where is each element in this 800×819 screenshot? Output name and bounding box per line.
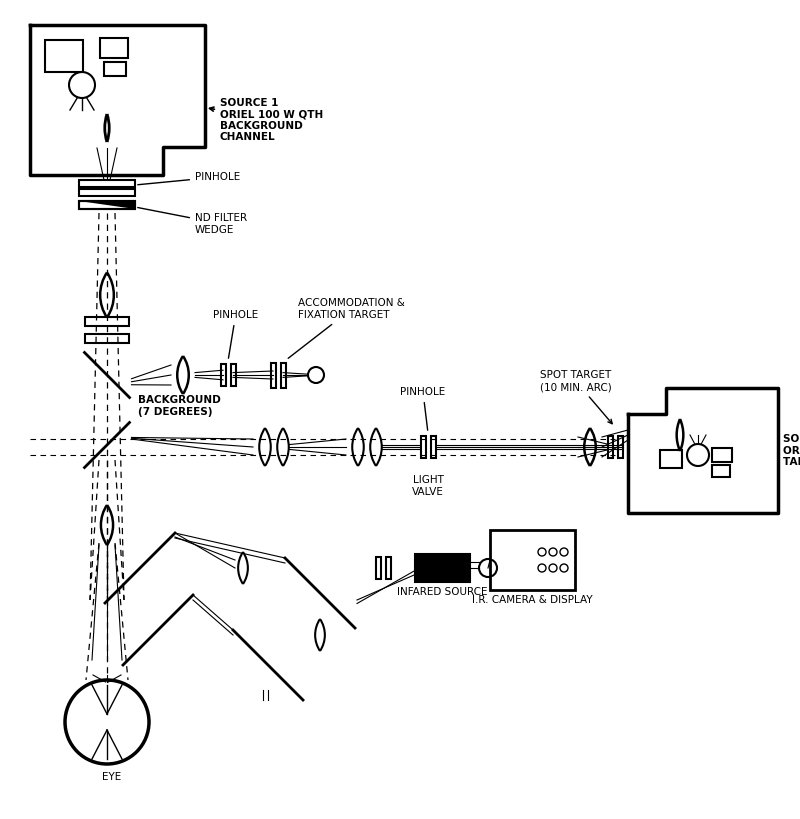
Bar bbox=[490, 530, 575, 590]
Text: ACCOMMODATION &
FIXATION TARGET: ACCOMMODATION & FIXATION TARGET bbox=[288, 298, 405, 358]
Bar bbox=[85, 334, 129, 343]
Bar bbox=[79, 201, 135, 209]
Bar bbox=[712, 448, 732, 462]
Bar bbox=[221, 364, 226, 386]
Text: PINHOLE: PINHOLE bbox=[400, 387, 446, 430]
Bar bbox=[421, 436, 426, 458]
Bar bbox=[712, 465, 730, 477]
Text: PINHOLE: PINHOLE bbox=[138, 172, 240, 185]
Bar bbox=[281, 363, 286, 387]
Text: BACKGROUND
(7 DEGREES): BACKGROUND (7 DEGREES) bbox=[138, 395, 221, 417]
Bar bbox=[79, 189, 135, 196]
Text: I.R. CAMERA & DISPLAY: I.R. CAMERA & DISPLAY bbox=[472, 595, 593, 605]
Text: INFARED SOURCE: INFARED SOURCE bbox=[398, 587, 488, 597]
Text: EYE: EYE bbox=[102, 772, 122, 782]
Bar bbox=[100, 38, 128, 58]
Bar bbox=[270, 363, 275, 387]
Bar bbox=[230, 364, 235, 386]
Text: ND FILTER
WEDGE: ND FILTER WEDGE bbox=[138, 207, 247, 234]
Bar bbox=[79, 201, 135, 209]
Text: SPOT TARGET
(10 MIN. ARC): SPOT TARGET (10 MIN. ARC) bbox=[540, 370, 612, 423]
Text: SOURCE 1
ORIEL 100 W QTH
BACKGROUND
CHANNEL: SOURCE 1 ORIEL 100 W QTH BACKGROUND CHAN… bbox=[210, 97, 323, 143]
Text: PINHOLE: PINHOLE bbox=[213, 310, 258, 358]
Bar bbox=[415, 554, 470, 582]
Bar bbox=[607, 436, 613, 458]
Bar bbox=[660, 450, 682, 468]
Bar bbox=[375, 557, 381, 579]
Bar bbox=[104, 62, 126, 76]
Polygon shape bbox=[79, 201, 135, 209]
Bar bbox=[386, 557, 390, 579]
Text: SOURCE 2
ORIEL 100 W QTH
TARGET CHANNEL: SOURCE 2 ORIEL 100 W QTH TARGET CHANNEL bbox=[783, 434, 800, 467]
Bar bbox=[45, 40, 83, 72]
Bar bbox=[85, 317, 129, 326]
Bar bbox=[618, 436, 622, 458]
Text: LIGHT
VALVE: LIGHT VALVE bbox=[412, 475, 444, 496]
Bar bbox=[430, 436, 435, 458]
Bar bbox=[79, 180, 135, 187]
